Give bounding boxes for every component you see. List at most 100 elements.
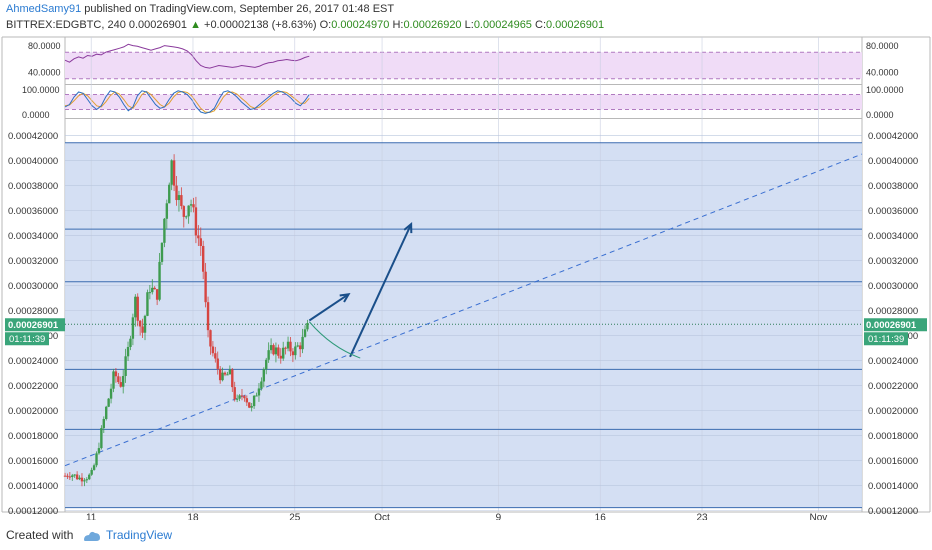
countdown-badge-right-text: 01:11:39 [868, 334, 904, 345]
stoch-tick-label: 100.0000 [22, 85, 60, 95]
candle-body [160, 242, 164, 262]
candle-body [257, 388, 261, 396]
candle-body [286, 341, 290, 349]
rsi-tick-label: 80.0000 [28, 41, 61, 51]
price-tick-label: 0.00020000 [8, 406, 58, 417]
candle-body [199, 238, 202, 246]
candle-body [107, 398, 110, 407]
stoch-band [65, 94, 862, 110]
low-label: L: [464, 19, 474, 31]
candle-body [231, 369, 234, 388]
candle-body [226, 374, 229, 376]
price-tick-label: 0.00038000 [8, 181, 58, 192]
tradingview-link[interactable]: TradingView [106, 528, 173, 542]
candle-body [180, 195, 183, 207]
candle-body [165, 203, 169, 219]
price-badge-right [864, 318, 927, 332]
candle-body [141, 326, 144, 333]
x-tick-label: Nov [809, 512, 827, 520]
candle-body [168, 184, 171, 204]
close-value: 0.00026901 [546, 19, 605, 31]
change-value: +0.00002138 (+8.63%) [204, 19, 317, 31]
price-tick-label: 0.00034000 [8, 231, 58, 242]
candle-body [238, 395, 241, 399]
price-zone [65, 142, 862, 508]
candle-body [245, 398, 249, 403]
candle-body [204, 271, 207, 303]
x-tick-label: 25 [289, 512, 301, 520]
publish-line: AhmedSamy91 published on TradingView.com… [6, 3, 394, 15]
candle-body [97, 448, 101, 454]
open-value: 0.00024970 [331, 19, 390, 31]
candle-body [119, 382, 122, 387]
candle-body [105, 406, 108, 420]
candle-body [148, 292, 152, 294]
candle-body [248, 402, 251, 408]
price-badge-right-text: 0.00026901 [866, 320, 917, 331]
low-value: 0.00024965 [473, 19, 532, 31]
candle-body [92, 465, 96, 470]
price-tick-label: 0.00018000 [8, 431, 58, 442]
price-tick-label: 0.00028000 [868, 306, 918, 317]
price-tick-label: 0.00030000 [868, 281, 918, 292]
candle-body [216, 358, 219, 369]
candle-body [63, 475, 67, 477]
countdown-badge-left-text: 01:11:39 [9, 334, 45, 345]
candle-body [121, 375, 125, 387]
last-price: 0.00026901 [128, 19, 187, 31]
candle-body [95, 453, 98, 466]
price-tick-label: 0.00040000 [868, 156, 918, 167]
candle-body [187, 205, 190, 217]
price-tick-label: 0.00012000 [868, 506, 918, 517]
rsi-line [64, 43, 310, 69]
footer: Created with TradingView [0, 520, 932, 550]
price-tick-label: 0.00040000 [8, 156, 58, 167]
candle-body [68, 476, 72, 478]
high-value: 0.00026920 [403, 19, 462, 31]
rsi-band [65, 52, 862, 79]
ohlc-line: BITTREX:EDGBTC, 240 0.00026901 ▲ +0.0000… [6, 19, 604, 31]
price-tick-label: 0.00024000 [8, 356, 58, 367]
price-tick-label: 0.00028000 [8, 306, 58, 317]
candle-body [80, 477, 84, 482]
x-tick-label: 9 [496, 512, 502, 520]
up-triangle-icon: ▲ [190, 19, 201, 31]
candle-body [233, 387, 236, 400]
x-tick-label: 16 [595, 512, 607, 520]
price-tick-label: 0.00018000 [868, 431, 918, 442]
candle-body [252, 395, 256, 407]
candle-body [272, 345, 275, 355]
candle-body [131, 317, 135, 339]
author-link[interactable]: AhmedSamy91 [6, 3, 82, 15]
candle-body [197, 235, 200, 239]
price-tick-label: 0.00016000 [868, 456, 918, 467]
tradingview-cloud-icon [84, 531, 100, 541]
price-tick-label: 0.00034000 [868, 231, 918, 242]
price-tick-label: 0.00032000 [868, 256, 918, 267]
chart-area[interactable]: 80.0000 80.0000 40.0000 40.0000 100.0000 100.… [0, 34, 932, 520]
candle-body [126, 346, 130, 357]
candle-body [291, 351, 295, 356]
candle-body [192, 204, 195, 208]
pullback-curve [308, 321, 361, 359]
candle-body [151, 287, 154, 293]
candle-body [153, 287, 156, 290]
price-tick-label: 0.00020000 [868, 406, 918, 417]
countdown-badge-right [864, 332, 908, 346]
candle-body [303, 329, 307, 337]
candle-body [124, 356, 127, 376]
price-tick-label: 0.00038000 [868, 181, 918, 192]
candle-body [262, 369, 266, 382]
candle-body [306, 323, 309, 330]
candle-body [170, 160, 173, 185]
big-projection-arrow-head [403, 222, 413, 234]
x-tick-label: 11 [86, 512, 97, 520]
price-badge-left-text: 0.00026901 [8, 320, 59, 331]
price-tick-label: 0.00012000 [8, 506, 58, 517]
candle-body [112, 371, 115, 389]
candle-body [66, 475, 69, 477]
price-tick-label: 0.00014000 [8, 481, 58, 492]
stoch-tick-label: 0.0000 [22, 110, 50, 120]
rsi-tick-label: 80.0000 [866, 41, 899, 51]
price-tick-label: 0.00022000 [868, 381, 918, 392]
